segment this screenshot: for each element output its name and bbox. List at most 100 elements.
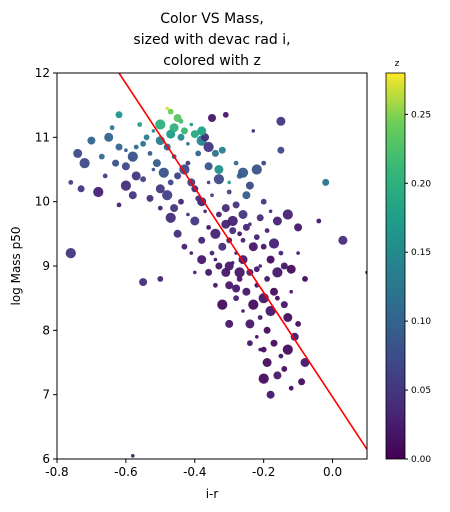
chart-title: Color VS Mass, sized with devac rad i, c… (133, 11, 290, 69)
data-point (214, 165, 224, 174)
data-point (237, 167, 249, 178)
data-point (268, 238, 280, 249)
data-point (133, 144, 139, 150)
data-point (260, 198, 267, 205)
data-point (128, 191, 137, 200)
data-point (261, 160, 267, 166)
data-point (295, 321, 301, 327)
data-point (152, 159, 161, 168)
data-point (245, 181, 254, 190)
data-point (116, 202, 122, 208)
data-point (242, 287, 251, 296)
y-tick-label: 9 (42, 259, 50, 273)
data-point (211, 149, 219, 157)
data-point (258, 373, 269, 384)
colorbar-tick-label: 0.15 (411, 248, 431, 258)
x-axis-ticks: -0.8 -0.6 -0.4 -0.2 0.0 (45, 459, 342, 479)
data-point (229, 227, 237, 235)
data-point (206, 225, 212, 230)
data-points (65, 106, 367, 458)
data-point (240, 237, 246, 243)
data-point (225, 281, 234, 290)
data-point (68, 180, 74, 185)
data-point (155, 119, 166, 130)
data-point (104, 132, 114, 142)
colorbar-gradient (385, 72, 406, 460)
data-point (227, 180, 231, 185)
data-point (282, 209, 293, 220)
data-point (272, 267, 283, 278)
data-point (115, 143, 123, 151)
colorbar-label: z (395, 59, 400, 69)
data-point (253, 234, 260, 241)
data-point (270, 287, 278, 296)
colorbar-tick-label: 0.10 (411, 317, 431, 327)
data-point (233, 295, 240, 302)
x-tick-label: -0.2 (252, 465, 275, 479)
data-point (266, 255, 275, 264)
data-point (210, 228, 221, 239)
data-point (79, 158, 90, 169)
fit-line (118, 73, 367, 450)
data-point (206, 180, 211, 185)
data-point (109, 125, 115, 131)
data-point (213, 174, 224, 185)
data-point (124, 148, 128, 152)
data-point (298, 378, 306, 386)
chart-title-line-1: Color VS Mass, (160, 11, 264, 27)
data-point (226, 189, 232, 195)
data-point (218, 242, 227, 251)
data-point (157, 205, 163, 211)
data-point (157, 276, 164, 282)
data-point (289, 289, 294, 294)
data-point (131, 454, 135, 458)
data-point (241, 309, 245, 313)
data-point (186, 212, 190, 217)
data-point (151, 129, 156, 133)
colorbar-tick-label: 0.00 (411, 455, 431, 465)
data-point (178, 118, 184, 124)
data-point (210, 193, 214, 197)
data-point (264, 228, 270, 234)
data-point (151, 167, 156, 172)
data-point (290, 332, 299, 341)
data-point (300, 358, 310, 367)
data-point (186, 142, 190, 146)
data-point (190, 130, 199, 139)
data-point (137, 122, 143, 127)
data-point (216, 211, 222, 218)
data-point (256, 214, 264, 222)
data-point (215, 262, 223, 270)
data-point (143, 134, 150, 141)
data-point (286, 264, 296, 274)
data-point (189, 122, 194, 127)
colorbar-tick-label: 0.05 (411, 386, 431, 396)
data-point (248, 222, 252, 226)
data-point (288, 385, 294, 391)
data-point (234, 267, 245, 278)
data-point (201, 133, 210, 142)
data-point (222, 111, 229, 118)
chart-title-line-3: colored with z (163, 53, 261, 69)
data-point (253, 266, 260, 273)
data-point (257, 315, 263, 320)
data-point (195, 150, 202, 157)
data-point (296, 251, 300, 255)
data-point (185, 160, 191, 166)
data-point (282, 344, 293, 355)
data-point (174, 172, 182, 180)
data-point (247, 340, 253, 347)
data-point (165, 212, 176, 223)
data-point (140, 176, 147, 183)
data-point (251, 164, 262, 175)
data-point (254, 335, 259, 339)
data-point (197, 126, 207, 136)
data-point (167, 179, 174, 186)
data-point (189, 251, 194, 255)
chart-title-line-2: sized with devac rad i, (133, 32, 290, 48)
data-point (73, 148, 83, 158)
colorbar-ticks: 0.00 0.05 0.10 0.15 0.20 0.25 (405, 110, 431, 465)
data-point (213, 257, 218, 262)
y-tick-label: 6 (42, 452, 50, 466)
data-point (173, 229, 182, 238)
